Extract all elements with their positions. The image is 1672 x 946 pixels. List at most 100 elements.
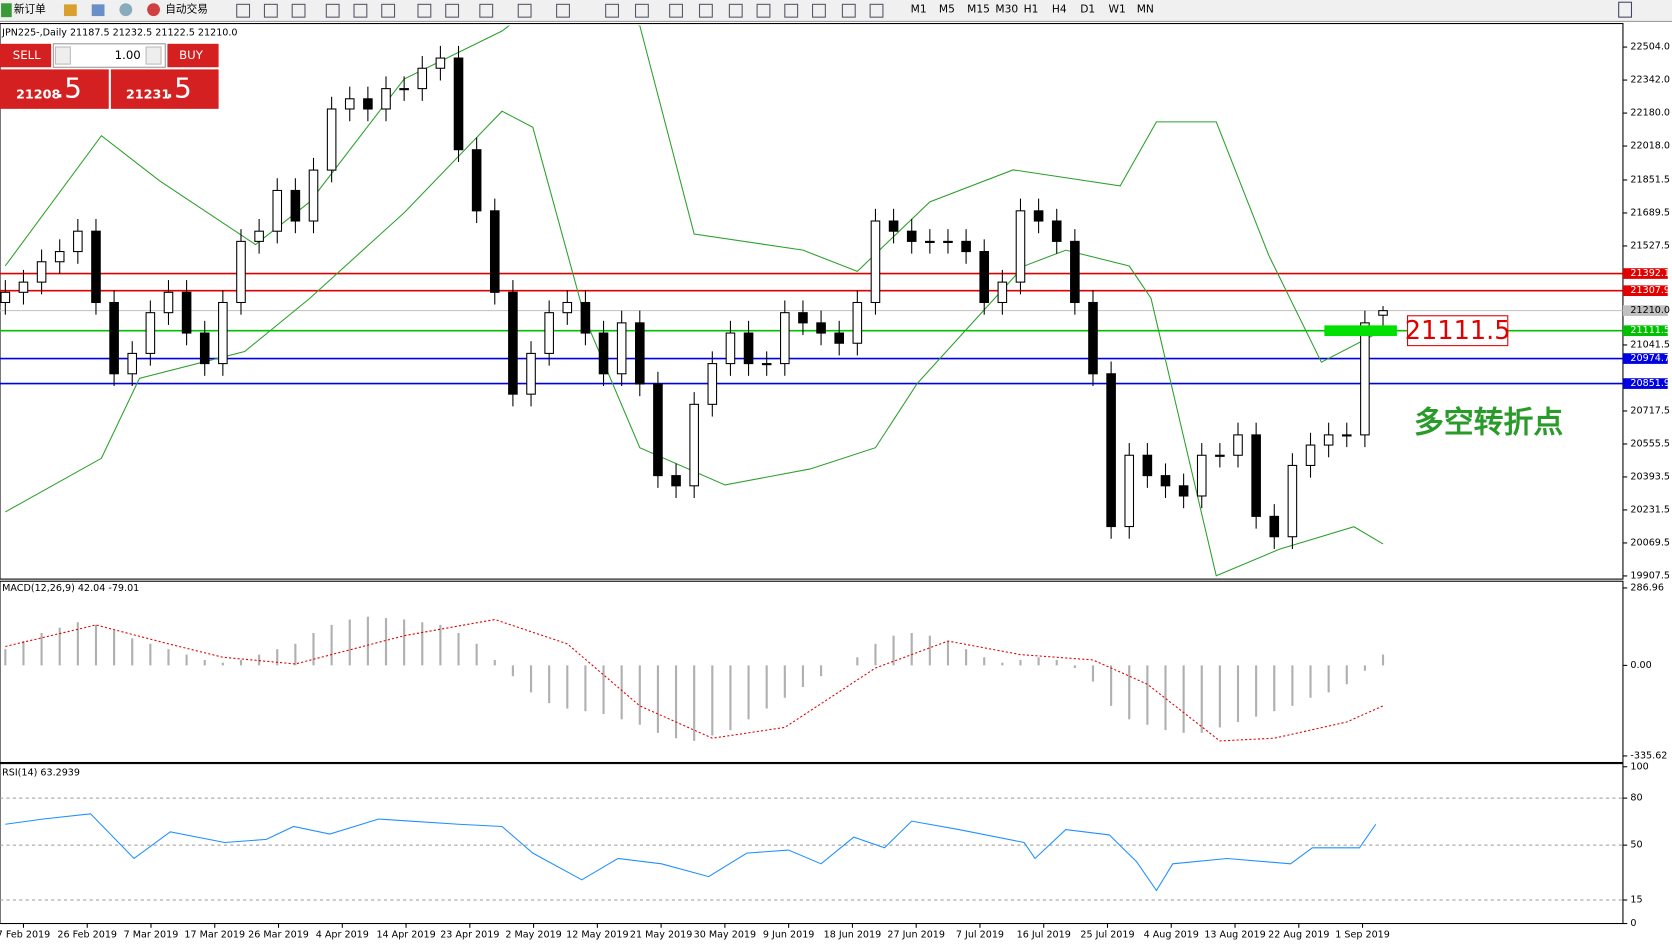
x-tick-label: 26 Mar 2019 bbox=[248, 930, 309, 941]
period[interactable]: D1 bbox=[1080, 3, 1095, 16]
candle-body bbox=[1015, 210, 1026, 283]
buy-price[interactable] bbox=[110, 69, 219, 109]
y-tick-label: 19907.5 bbox=[1630, 570, 1670, 581]
icon[interactable] bbox=[63, 4, 77, 17]
candle-body bbox=[798, 312, 808, 324]
bollinger-band bbox=[5, 110, 1384, 577]
tool-icon[interactable] bbox=[291, 3, 306, 18]
candle-body bbox=[363, 98, 373, 110]
candle-body bbox=[580, 301, 591, 334]
tool-icon[interactable] bbox=[812, 3, 826, 18]
new-order[interactable]: 新订单 bbox=[14, 3, 46, 16]
tool-icon[interactable] bbox=[634, 3, 649, 18]
search[interactable] bbox=[1618, 1, 1633, 18]
level-label: 21111.5 bbox=[1630, 325, 1670, 336]
y-tick-label: 100 bbox=[1630, 761, 1648, 772]
candle-body bbox=[163, 291, 174, 314]
tool-icon[interactable] bbox=[784, 3, 799, 18]
candle-body bbox=[526, 352, 536, 395]
tool-icon[interactable] bbox=[841, 3, 856, 18]
tool-icon[interactable] bbox=[263, 3, 278, 18]
x-tick-label: 17 Mar 2019 bbox=[184, 930, 245, 941]
x-tick-label: 1 Sep 2019 bbox=[1335, 930, 1390, 941]
x-tick-label: 7 Jul 2019 bbox=[956, 930, 1004, 941]
tool-icon[interactable] bbox=[756, 3, 771, 18]
buy-button[interactable] bbox=[167, 43, 219, 68]
main-plot bbox=[0, 25, 1623, 577]
level-tag bbox=[1622, 325, 1668, 337]
period[interactable]: M1 bbox=[911, 3, 927, 16]
candle-body bbox=[961, 240, 971, 253]
period[interactable]: H4 bbox=[1052, 3, 1067, 16]
icon[interactable] bbox=[119, 3, 133, 17]
candle-body bbox=[489, 210, 500, 293]
candle-body bbox=[870, 220, 881, 304]
icon[interactable] bbox=[147, 3, 160, 17]
candle-body bbox=[725, 332, 736, 365]
y-tick-label: 21527.5 bbox=[1630, 240, 1670, 251]
period[interactable]: MN bbox=[1137, 3, 1154, 16]
sell-price[interactable] bbox=[0, 69, 109, 109]
tool-icon[interactable] bbox=[325, 3, 340, 18]
tool-icon[interactable] bbox=[869, 3, 884, 18]
x-tick-label: 13 Aug 2019 bbox=[1204, 930, 1265, 941]
tool-icon[interactable] bbox=[353, 3, 368, 18]
macd-panel bbox=[0, 580, 1624, 764]
lot-down[interactable] bbox=[54, 46, 71, 65]
lots[interactable]: 1.00 bbox=[115, 48, 141, 62]
tool-icon[interactable] bbox=[728, 3, 743, 18]
tool-icon[interactable] bbox=[517, 3, 532, 18]
x-tick-label: 7 Mar 2019 bbox=[124, 930, 179, 941]
y-tick-label: 22018.0 bbox=[1630, 141, 1670, 152]
period[interactable]: H1 bbox=[1024, 3, 1039, 16]
lot-input[interactable] bbox=[52, 43, 166, 68]
buy-label[interactable]: BUY bbox=[179, 48, 204, 62]
tool-icon[interactable] bbox=[236, 3, 251, 18]
sell-button[interactable] bbox=[0, 43, 52, 68]
lot-up[interactable] bbox=[145, 46, 162, 65]
tool-icon[interactable] bbox=[381, 3, 396, 18]
candle-body bbox=[671, 475, 681, 487]
candle-body bbox=[1160, 475, 1171, 487]
tool-icon[interactable] bbox=[479, 3, 494, 18]
period[interactable]: M30 bbox=[995, 3, 1018, 16]
icon[interactable] bbox=[1, 3, 12, 18]
candle-body bbox=[925, 240, 935, 243]
tool-icons bbox=[236, 3, 884, 18]
candle-body bbox=[218, 301, 228, 365]
candle-body bbox=[272, 189, 283, 232]
tool-icon[interactable] bbox=[445, 3, 460, 18]
candle-body bbox=[417, 67, 428, 90]
x-tick-label: 23 Apr 2019 bbox=[440, 930, 499, 941]
candle-body bbox=[1106, 373, 1116, 528]
period[interactable]: W1 bbox=[1108, 3, 1125, 16]
auto-trade[interactable]: 自动交易 bbox=[165, 3, 208, 16]
candle-body bbox=[308, 169, 319, 222]
x-tick-label: 2 May 2019 bbox=[505, 930, 561, 941]
level-tag bbox=[1622, 285, 1668, 297]
y-tick-label: 0.00 bbox=[1630, 660, 1651, 671]
main-panel bbox=[0, 23, 1624, 580]
period[interactable]: M5 bbox=[939, 3, 955, 16]
tool-icon[interactable] bbox=[605, 3, 620, 18]
candle-body bbox=[1233, 434, 1243, 456]
candle-body bbox=[18, 281, 29, 293]
y-tick-label: 21689.5 bbox=[1630, 207, 1670, 218]
candle-body bbox=[254, 230, 264, 242]
candle-body bbox=[616, 322, 627, 375]
tool-icon[interactable] bbox=[417, 3, 432, 18]
y-tick-label: 22180.0 bbox=[1630, 108, 1670, 119]
candle-body bbox=[36, 261, 47, 283]
tool-icon[interactable] bbox=[556, 3, 570, 18]
x-tick-label: 27 Jun 2019 bbox=[887, 930, 945, 941]
sell-label[interactable]: SELL bbox=[13, 48, 41, 62]
candle-body bbox=[54, 251, 65, 263]
tool-icon[interactable] bbox=[669, 3, 683, 18]
candle-body bbox=[816, 322, 826, 334]
x-tick-label: 21 May 2019 bbox=[630, 930, 692, 941]
icon[interactable] bbox=[91, 4, 105, 17]
tool-icon[interactable] bbox=[698, 3, 713, 18]
candle-body bbox=[344, 98, 355, 110]
candle-body bbox=[1070, 240, 1080, 304]
period[interactable]: M15 bbox=[967, 3, 990, 16]
